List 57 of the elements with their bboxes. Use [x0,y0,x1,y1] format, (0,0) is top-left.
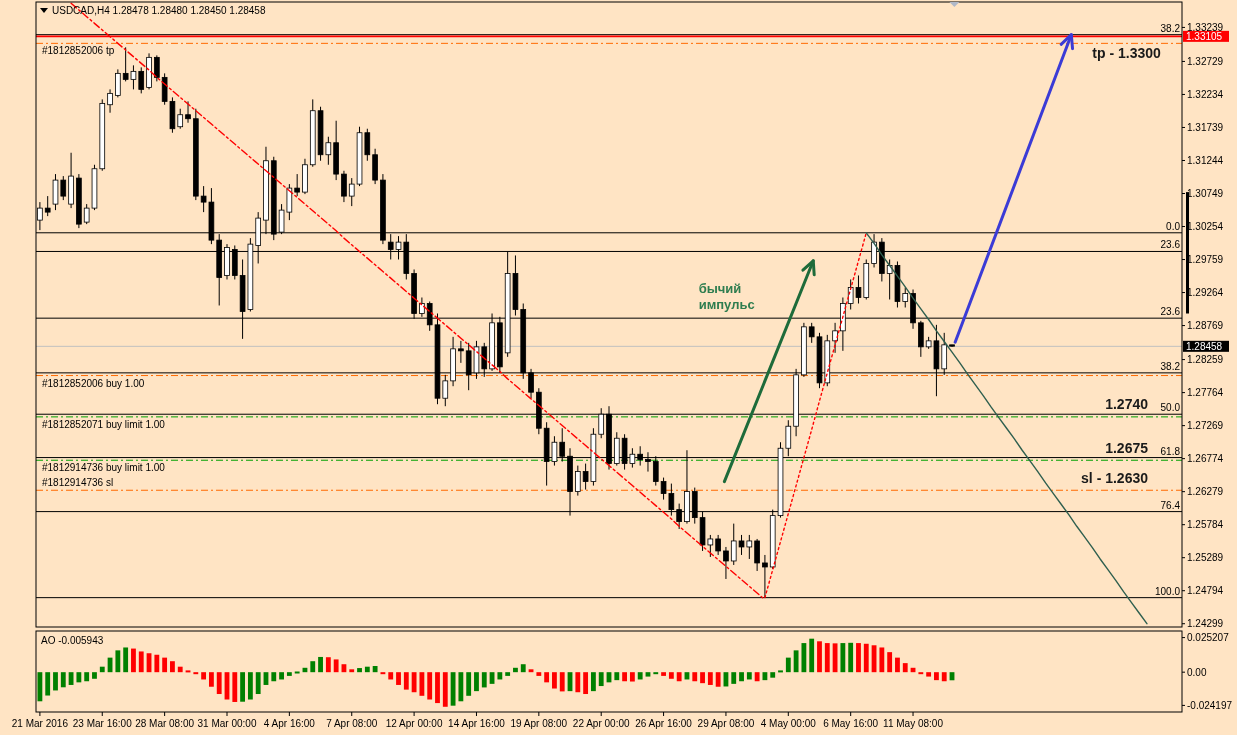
y-tick-label: 1.27269 [1187,420,1224,432]
x-tick-label: 28 Mar 08:00 [135,718,195,729]
y-tick-label: 1.32729 [1187,55,1224,67]
y-tick-label: 0.00 [1187,666,1207,678]
x-tick-label: 21 Mar 2016 [11,718,69,729]
x-tick-label: 19 Apr 08:00 [510,718,568,729]
y-tick-label: 1.26279 [1187,486,1224,498]
annotation: 38.2 [1160,360,1181,372]
ref-line-label: #1812852006 buy 1.00 [42,377,145,389]
x-tick-label: 7 Apr 08:00 [326,718,378,729]
y-tick-label: 1.28769 [1187,320,1224,332]
x-tick-label: 31 Mar 00:00 [197,718,257,729]
x-tick-label: 26 Apr 16:00 [635,718,693,729]
x-tick-label: 22 Apr 00:00 [572,718,630,729]
y-tick-label: 1.33239 [1187,21,1224,33]
ref-line-label: #1812914736 sl [42,477,114,489]
annotation: 100.0 [1154,585,1181,597]
ref-line-label: #1812852006 tp [42,45,115,57]
y-tick-label: 1.32234 [1187,88,1224,100]
x-tick-label: 14 Apr 16:00 [448,718,506,729]
y-tick-label: 1.28259 [1187,354,1224,366]
annotation: tp - 1.3300 [1092,45,1162,62]
x-tick-label: 23 Mar 16:00 [72,718,133,729]
annotation: 1.2675 [1105,439,1149,456]
ref-line-label: 1.28458 [1186,340,1223,352]
y-tick-label: 1.31244 [1187,154,1224,166]
chart-title: USDCAD,H4 1.28478 1.28480 1.28450 1.28458 [52,5,266,16]
annotation: 0.0 [1166,220,1181,232]
x-tick-label: 4 Apr 16:00 [263,718,316,729]
y-tick-label: 0.025207 [1187,632,1230,644]
y-tick-label: 1.25289 [1187,552,1224,564]
x-tick-label: 29 Apr 08:00 [697,718,755,729]
annotation: 38.2 [1160,22,1181,34]
annotation: sl - 1.2630 [1081,470,1149,487]
y-tick-label: 1.31739 [1187,121,1224,133]
y-tick-label: 1.26774 [1187,453,1224,465]
y-tick-label: 1.24299 [1187,618,1224,630]
ref-line-label: #1812914736 buy limit 1.00 [42,462,166,474]
annotation: 23.6 [1160,239,1181,251]
annotation: 50.0 [1160,402,1181,414]
annotation: бычий импульс [698,281,755,313]
ref-line-label: 1.33105 [1186,30,1223,42]
x-tick-label: 6 May 16:00 [823,718,879,729]
y-tick-label: 1.24794 [1187,585,1224,597]
y-tick-label: 1.30749 [1187,188,1224,199]
y-tick-label: -0.024197 [1187,699,1233,711]
x-tick-label: 11 May 08:00 [883,718,944,729]
x-tick-label: 4 May 00:00 [760,718,817,729]
x-tick-label: 12 Apr 00:00 [385,718,443,729]
annotation: 1.2740 [1105,396,1149,413]
annotation: 76.4 [1160,499,1181,511]
ref-line-label: #1812852071 buy limit 1.00 [42,418,166,430]
annotation: 23.6 [1160,306,1181,318]
y-tick-label: 1.25784 [1187,519,1224,531]
chart-title: AO -0.005943 [41,635,104,646]
annotation: 61.8 [1160,445,1181,457]
y-tick-label: 1.27764 [1187,387,1224,399]
